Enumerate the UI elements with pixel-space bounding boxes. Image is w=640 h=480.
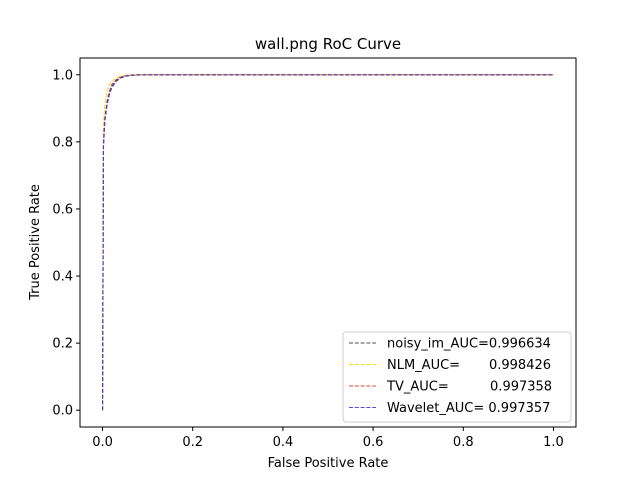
legend-label-2: TV_AUC= 0.997358: [386, 380, 552, 395]
legend-label-1: NLM_AUC= 0.998426: [387, 358, 551, 373]
y-tick-label: 1.0: [52, 68, 73, 83]
y-tick-label: 0.8: [52, 135, 73, 150]
chart-title: wall.png RoC Curve: [255, 35, 401, 53]
x-tick-label: 1.0: [543, 435, 564, 450]
x-tick-label: 0.6: [363, 435, 384, 450]
x-tick-label: 0.8: [453, 435, 474, 450]
y-tick-label: 0.6: [52, 202, 73, 217]
series-line-3: [102, 74, 554, 411]
legend-box: [342, 331, 572, 423]
y-tick-label: 0.4: [52, 270, 73, 285]
y-tick-label: 0.2: [52, 337, 73, 352]
x-tick-label: 0.0: [92, 435, 113, 450]
y-axis-label: True Positive Rate: [28, 184, 43, 301]
x-axis-label: False Positive Rate: [268, 456, 389, 471]
plot-area: 0.0 0.2 0.4 0.6 0.8 1.0 0.0 0.2 0.4 0.6 0.8 1.0 nois…: [52, 57, 577, 450]
x-tick-label: 0.2: [182, 435, 203, 450]
axes-frame: [79, 57, 577, 428]
y-tick-label: 0.0: [52, 404, 73, 419]
legend-label-3: Wavelet_AUC= 0.997357: [387, 401, 550, 416]
legend-label-0: noisy_im_AUC=0.996634: [387, 337, 551, 352]
legend: noisy_im_AUC=0.996634 NLM_AUC= 0.998426 TV…: [342, 331, 572, 423]
x-tick-label: 0.4: [273, 435, 294, 450]
